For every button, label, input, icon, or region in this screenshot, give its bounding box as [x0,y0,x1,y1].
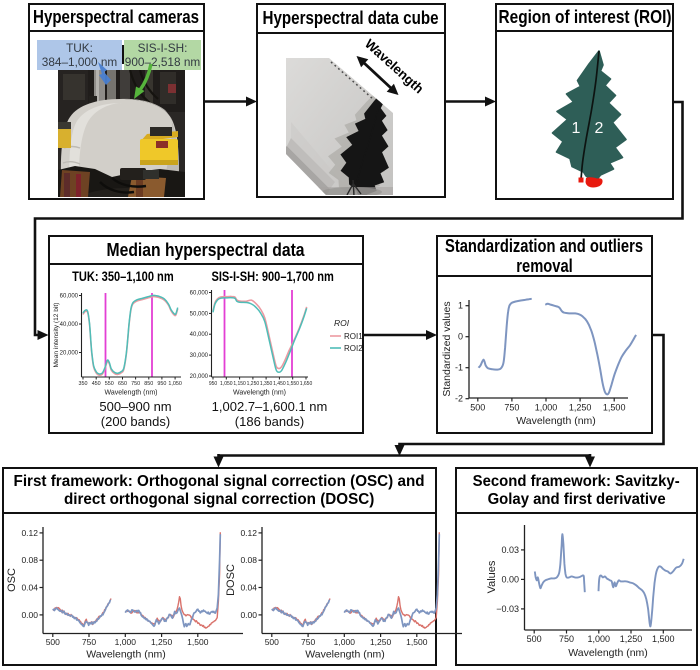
svg-text:1,000: 1,000 [588,634,611,644]
svg-text:550: 550 [105,381,114,387]
svg-text:1,250: 1,250 [151,637,173,647]
svg-text:20,000: 20,000 [60,351,79,357]
svg-text:750: 750 [82,637,96,647]
svg-text:950: 950 [157,381,166,387]
svg-text:1,250: 1,250 [569,403,592,413]
svg-text:1,150: 1,150 [233,381,246,387]
svg-text:0.00: 0.00 [240,610,257,620]
svg-text:Wavelength (nm): Wavelength (nm) [305,649,385,661]
svg-text:20,000: 20,000 [190,374,209,380]
svg-text:Wavelength (nm): Wavelength (nm) [86,649,166,661]
svg-text:1,250: 1,250 [620,634,643,644]
svg-text:350: 350 [79,381,88,387]
svg-text:ROI1: ROI1 [344,332,363,341]
svg-text:0.04: 0.04 [21,583,38,593]
svg-text:0.00: 0.00 [21,610,38,620]
svg-text:1,500: 1,500 [187,637,209,647]
svg-text:ROI2: ROI2 [344,344,363,353]
svg-text:50,000: 50,000 [190,311,209,317]
svg-text:500: 500 [46,637,60,647]
svg-text:Standardized values: Standardized values [441,301,453,396]
svg-text:40,000: 40,000 [60,322,79,328]
svg-text:1,350: 1,350 [260,381,273,387]
svg-text:650: 650 [118,381,127,387]
svg-text:750: 750 [559,634,574,644]
svg-text:0.12: 0.12 [240,528,257,538]
svg-text:1,500: 1,500 [652,634,675,644]
svg-text:Mean intensity (12 bit): Mean intensity (12 bit) [53,303,60,368]
svg-text:30,000: 30,000 [190,353,209,359]
svg-text:450: 450 [92,381,101,387]
svg-text:2: 2 [595,120,604,137]
svg-text:1,450: 1,450 [273,381,286,387]
svg-text:-2: -2 [455,394,463,404]
svg-text:500: 500 [470,403,485,413]
svg-text:DOSC: DOSC [225,564,237,596]
svg-text:500: 500 [527,634,542,644]
svg-text:Wavelength (nm): Wavelength (nm) [568,647,648,659]
svg-text:750: 750 [131,381,140,387]
svg-text:1,500: 1,500 [406,637,428,647]
svg-text:1: 1 [572,120,581,137]
svg-text:-1: -1 [455,363,463,373]
svg-text:1,000: 1,000 [115,637,137,647]
svg-text:Values: Values [486,560,498,593]
svg-text:1,050: 1,050 [220,381,233,387]
svg-text:0.12: 0.12 [21,528,38,538]
svg-text:1,250: 1,250 [247,381,260,387]
svg-text:0.04: 0.04 [240,583,257,593]
svg-text:1,000: 1,000 [334,637,356,647]
svg-text:1,250: 1,250 [370,637,392,647]
svg-text:0: 0 [458,332,463,342]
svg-text:850: 850 [144,381,153,387]
svg-text:OSC: OSC [6,568,18,592]
svg-text:1: 1 [458,301,463,311]
svg-text:0.08: 0.08 [240,555,257,565]
svg-text:0.00: 0.00 [501,574,519,584]
svg-text:0.03: 0.03 [501,545,519,555]
svg-text:Wavelength (nm): Wavelength (nm) [516,415,596,427]
svg-text:ROI: ROI [334,318,350,328]
svg-text:40,000: 40,000 [190,332,209,338]
svg-text:Wavelength (nm): Wavelength (nm) [233,390,286,397]
svg-text:1,050: 1,050 [168,381,182,387]
svg-text:1,500: 1,500 [603,403,626,413]
svg-text:Wavelength (nm): Wavelength (nm) [104,390,157,397]
svg-text:1,550: 1,550 [286,381,299,387]
svg-text:0.08: 0.08 [21,555,38,565]
svg-text:500: 500 [265,637,279,647]
svg-text:950: 950 [209,381,218,387]
svg-text:1,650: 1,650 [300,381,313,387]
svg-text:750: 750 [301,637,315,647]
svg-text:60,000: 60,000 [190,291,209,297]
svg-text:750: 750 [504,403,519,413]
svg-text:1,000: 1,000 [535,403,558,413]
svg-text:−0.03: −0.03 [496,604,519,614]
svg-text:60,000: 60,000 [60,294,79,300]
